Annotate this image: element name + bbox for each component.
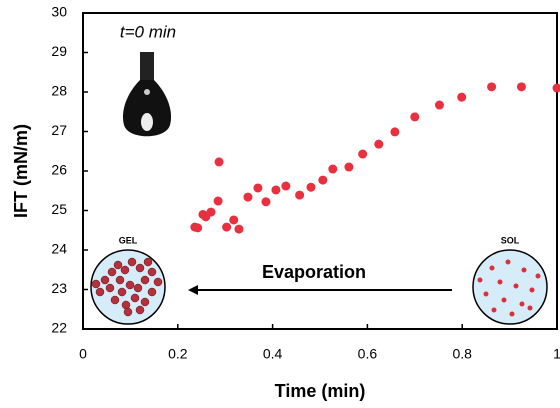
y-tick-label: 26: [51, 162, 67, 178]
data-point: [229, 215, 239, 225]
data-point: [281, 181, 291, 191]
data-point: [253, 183, 263, 193]
x-tick-label: 0.2: [168, 346, 188, 362]
x-tick-label: 1: [553, 346, 560, 362]
y-tick-label: 28: [51, 83, 67, 99]
data-point: [434, 100, 444, 110]
data-point: [552, 83, 560, 93]
droplet-image: [122, 52, 172, 137]
data-point: [344, 162, 354, 172]
evaporation-arrow: [188, 285, 452, 295]
data-point: [487, 82, 497, 92]
data-point: [457, 92, 467, 102]
data-point: [243, 192, 253, 202]
data-point: [318, 175, 328, 185]
x-tick-label: 0.4: [263, 346, 283, 362]
data-point: [193, 223, 203, 233]
y-tick-label: 27: [51, 122, 67, 138]
y-tick-label: 29: [51, 43, 67, 59]
gel-label: GEL: [119, 235, 138, 245]
data-point: [234, 224, 244, 234]
x-tick-label: 0.8: [452, 346, 472, 362]
data-point: [271, 185, 281, 195]
y-tick-label: 25: [51, 201, 67, 217]
data-point: [295, 190, 305, 200]
y-tick-label: 23: [51, 280, 67, 296]
y-tick-label: 30: [51, 4, 67, 20]
data-point: [328, 164, 338, 174]
data-point: [358, 149, 368, 159]
gel-illustration: [90, 249, 166, 325]
data-point: [374, 139, 384, 149]
x-tick-label: 0.6: [358, 346, 378, 362]
data-point: [306, 182, 316, 192]
sol-label: SOL: [501, 235, 520, 245]
data-point: [390, 127, 400, 137]
sol-illustration: [472, 249, 548, 325]
evaporation-label: Evaporation: [262, 262, 366, 282]
data-point: [222, 222, 232, 232]
data-point: [516, 82, 526, 92]
data-point: [214, 157, 224, 167]
y-tick-label: 24: [51, 241, 67, 257]
y-axis-title: IFT (mN/m): [11, 124, 31, 218]
data-point: [206, 207, 216, 217]
y-tick-label: 22: [51, 320, 67, 336]
x-tick-label: 0: [79, 346, 87, 362]
data-point: [410, 112, 420, 122]
data-point: [213, 196, 223, 206]
time-annotation: t=0 min: [120, 22, 176, 41]
data-point: [261, 197, 271, 207]
x-axis-title: Time (min): [275, 381, 366, 401]
